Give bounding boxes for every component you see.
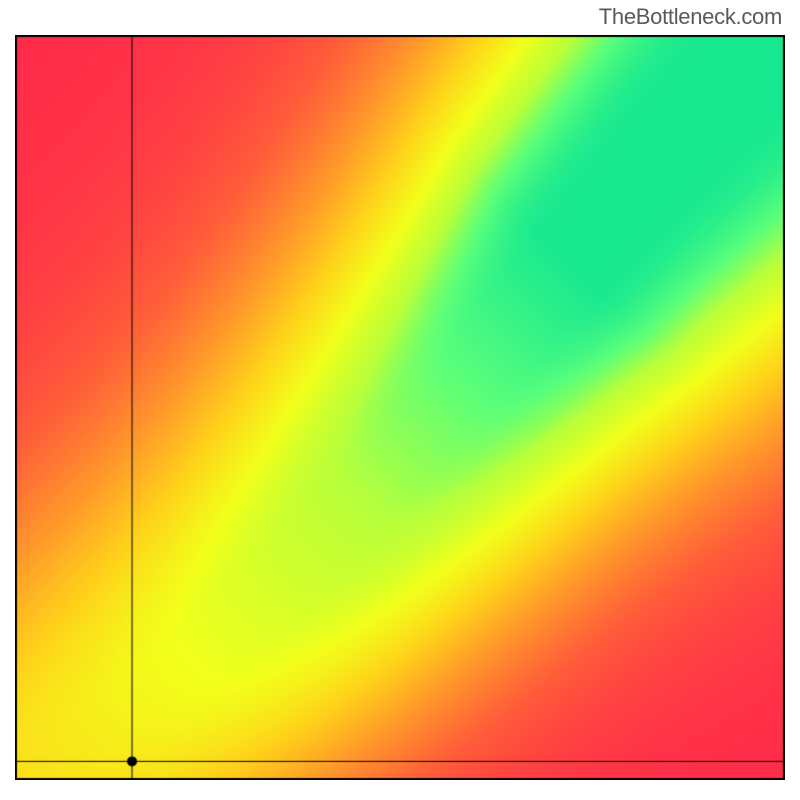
chart-container: { "attribution": "TheBottleneck.com", "c… <box>0 0 800 800</box>
attribution-text: TheBottleneck.com <box>599 4 782 30</box>
bottleneck-heatmap <box>15 35 785 780</box>
